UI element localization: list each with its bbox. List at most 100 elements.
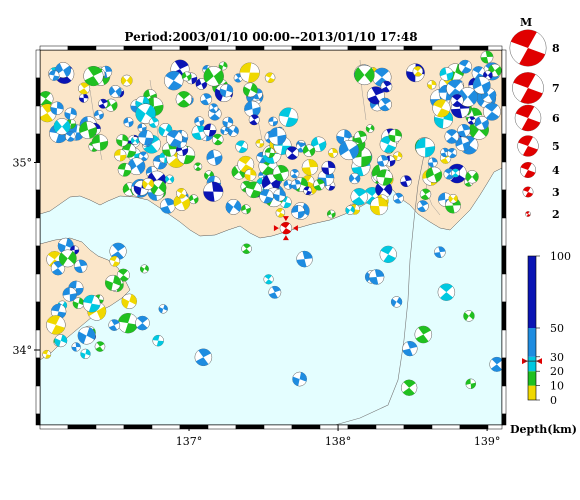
frame-segment [207, 45, 237, 51]
earthquake-mechanism [193, 162, 203, 171]
earthquake-mechanism [176, 188, 187, 199]
earthquake-mechanism [53, 118, 71, 135]
frame-segment [35, 49, 41, 79]
frame-segment [35, 357, 41, 387]
earthquake-mechanism [116, 134, 129, 147]
map-area[interactable] [35, 45, 507, 430]
depth-color-band [528, 371, 536, 386]
earthquake-mechanism [166, 130, 183, 147]
earthquake-mechanism [434, 246, 446, 258]
earthquake-mechanism [212, 133, 224, 146]
frame-segment [375, 424, 405, 430]
earthquake-mechanism [235, 140, 248, 153]
earthquake-mechanism [138, 129, 154, 146]
earthquake-mechanism [345, 205, 355, 215]
earthquake-mechanism [54, 334, 68, 348]
frame-segment [459, 424, 489, 430]
earthquake-mechanism [117, 313, 139, 334]
earthquake-mechanism [104, 274, 122, 291]
frame-segment [235, 45, 265, 51]
earthquake-mechanism [109, 255, 121, 267]
latitude-labels: 35° 34° [13, 157, 40, 357]
earthquake-mechanism [268, 127, 287, 146]
earthquake-mechanism [239, 62, 260, 83]
earthquake-mechanism [91, 134, 109, 151]
magnitude-legend-label: 5 [552, 140, 560, 153]
earthquake-mechanism [259, 189, 274, 204]
earthquake-mechanism [353, 130, 367, 144]
earthquake-mechanism [175, 91, 193, 108]
earthquake-mechanism [472, 76, 491, 95]
earthquake-mechanism [278, 107, 299, 127]
earthquake-mechanism [244, 168, 257, 181]
earthquake-mechanism [71, 342, 81, 352]
earthquake-mechanism [82, 294, 101, 313]
earthquake-mechanism [465, 170, 479, 184]
depth-color-band [528, 356, 536, 372]
earthquake-mechanism [268, 285, 282, 299]
earthquake-mechanism [457, 124, 471, 138]
longitude-label: 138° [325, 435, 352, 448]
earthquake-mechanism [450, 94, 464, 108]
frame-segment [263, 424, 293, 430]
earthquake-mechanism [164, 70, 184, 91]
earthquake-mechanism [173, 194, 191, 211]
earthquake-mechanism [130, 136, 140, 145]
earthquake-mechanism [310, 136, 327, 152]
earthquake-mechanism [150, 179, 167, 196]
earthquake-mechanism [379, 245, 397, 263]
frame-segment [35, 273, 41, 303]
frame-segment [403, 45, 433, 51]
earthquake-mechanism [437, 283, 456, 301]
earthquake-mechanism [220, 126, 230, 135]
frame-segment [35, 329, 41, 359]
earthquake-mechanism [354, 64, 375, 86]
earthquake-mechanism [188, 194, 199, 205]
frame-segment [403, 424, 433, 430]
earthquake-mechanism [244, 100, 261, 118]
earthquake-mechanism [194, 116, 205, 127]
earthquake-mechanism [412, 66, 424, 77]
frame-segment [347, 45, 377, 51]
earthquake-mechanism [285, 146, 299, 160]
land-areas [40, 50, 502, 425]
earthquake-mechanism [327, 209, 336, 219]
magnitude-legend-title: M [520, 16, 532, 29]
frame-segment [179, 45, 209, 51]
frame-segment [39, 424, 69, 430]
earthquake-mechanism [241, 243, 252, 254]
frame-segment [67, 45, 97, 51]
earthquake-mechanism [203, 66, 224, 87]
earthquake-mechanism [264, 72, 276, 83]
highlighted-earthquake[interactable] [273, 216, 298, 241]
earthquake-mechanism [181, 71, 192, 82]
frame-segment [179, 424, 209, 430]
earthquake-mechanism [255, 139, 265, 148]
earthquake-mechanism [80, 348, 91, 360]
earthquake-mechanism [152, 334, 164, 347]
earthquake-mechanism [142, 177, 155, 190]
frame-segment [501, 413, 507, 426]
magnitude-legend-label: 6 [552, 112, 560, 125]
earthquake-mechanism [368, 269, 385, 285]
earthquake-mechanism [480, 50, 494, 64]
frame-segment [95, 45, 125, 51]
frame-segment [501, 161, 507, 191]
depth-color-band [528, 328, 536, 357]
earthquake-mechanism [321, 160, 336, 175]
earthquake-mechanism [65, 131, 76, 142]
earthquake-mechanism [117, 162, 132, 177]
earthquake-mechanism [83, 65, 104, 87]
depth-tick-label: 30 [550, 351, 564, 364]
earthquake-mechanism [79, 121, 97, 139]
earthquake-mechanism [120, 74, 133, 87]
earthquake-mechanism [203, 123, 217, 137]
frame-segment [235, 424, 265, 430]
earthquake-mechanism [69, 245, 80, 255]
earthquake-mechanism [219, 83, 234, 98]
frame-segment [501, 385, 507, 415]
earthquake-mechanism [376, 155, 389, 167]
earthquake-mechanism [79, 93, 89, 103]
frame-segment [319, 45, 349, 51]
